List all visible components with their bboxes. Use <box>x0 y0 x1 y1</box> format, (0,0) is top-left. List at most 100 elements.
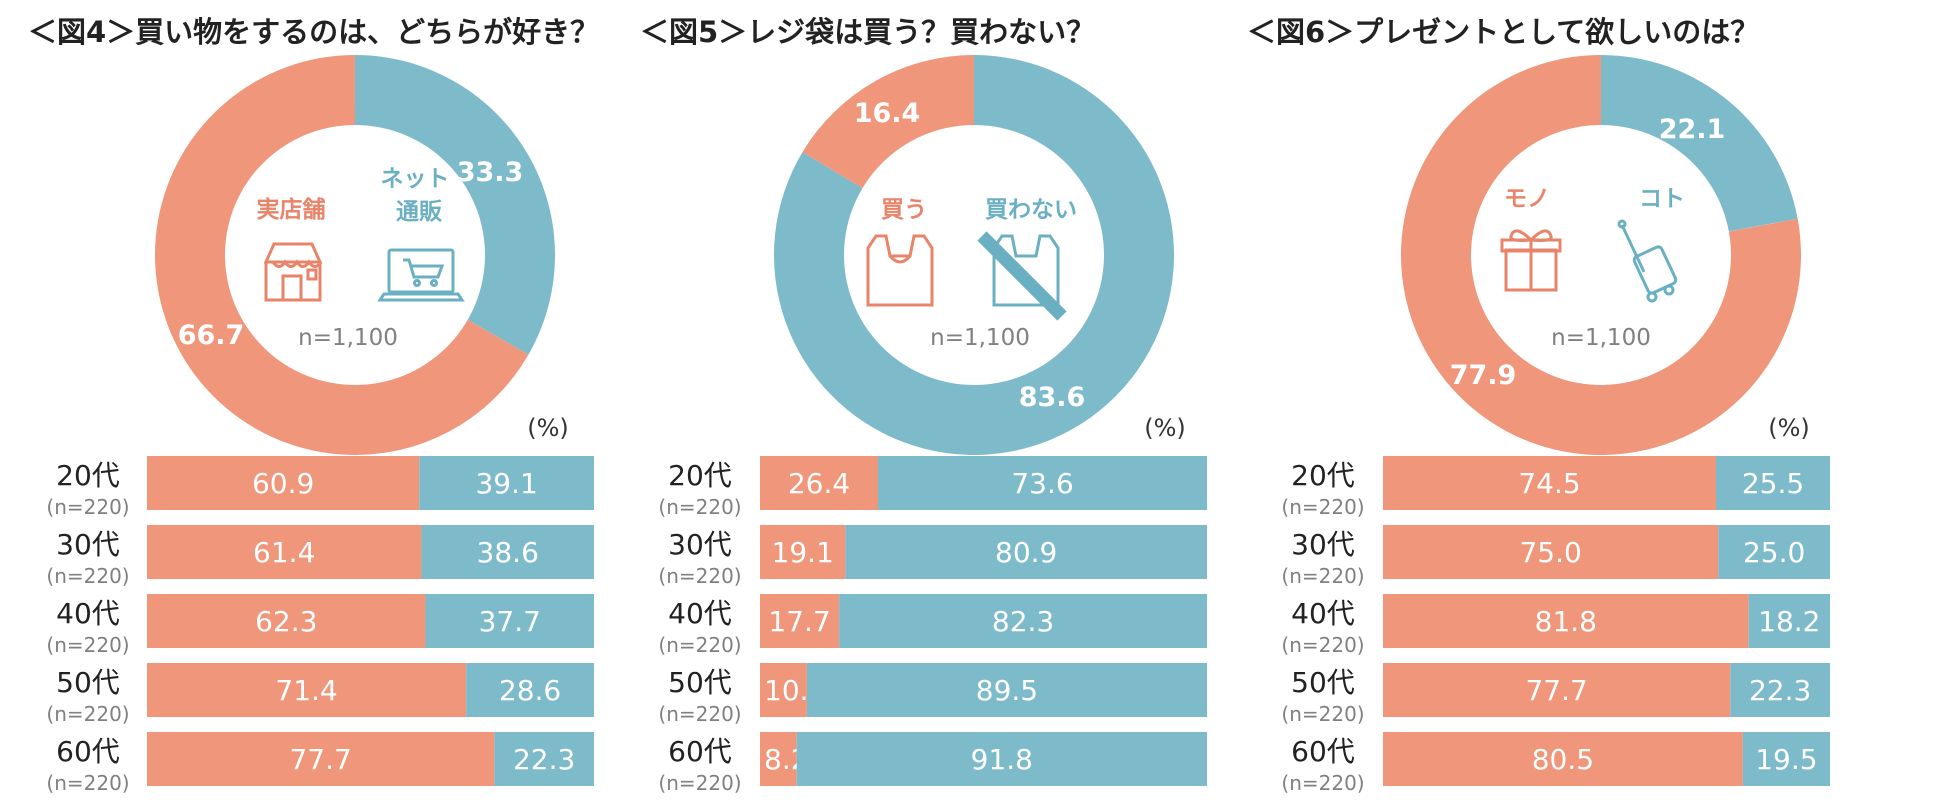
bar-segment <box>147 732 495 786</box>
donut-chart <box>773 55 1174 455</box>
bar-value-label: 71.4 <box>275 674 337 707</box>
bar-segment <box>147 525 422 579</box>
bar-segment <box>1383 663 1731 717</box>
bar-value-label: 19.5 <box>1755 743 1817 776</box>
unit-label: (%) <box>1144 414 1186 442</box>
bar-value-label: 25.0 <box>1743 536 1805 569</box>
slice-label-buy: 買う <box>881 197 927 223</box>
bar-segment <box>878 456 1207 510</box>
category-label: 60代 <box>56 735 120 768</box>
panel-fig6: ＜図6＞プレゼントとして欲しいのは？ モノ コト n=1,100 22.1 77… <box>1247 15 1830 795</box>
category-label: 40代 <box>1291 597 1355 630</box>
slice-label-line-1: ネット <box>380 166 449 192</box>
sample-size: n=1,100 <box>298 325 398 351</box>
slice-label-koto: コト <box>1639 186 1685 212</box>
panel-fig5: ＜図5＞レジ袋は買う？買わない？ 買う 買わない n=1,100 16.4 83… <box>640 15 1207 795</box>
bar-value-label: 60.9 <box>252 467 314 500</box>
bar-segment <box>421 525 594 579</box>
laptop-cart-icon <box>377 248 465 302</box>
slice-label-mono: モノ <box>1504 186 1550 212</box>
donut-chart <box>1401 55 1801 455</box>
slice-value-online: 33.3 <box>457 157 524 188</box>
category-label: 60代 <box>668 735 732 768</box>
donut-slice <box>355 55 555 355</box>
category-label: 50代 <box>56 666 120 699</box>
bar-segment <box>1730 663 1830 717</box>
bar-segment <box>425 594 594 648</box>
category-sample-size: (n=220) <box>658 702 741 726</box>
slice-label-line-2: 通販 <box>396 199 443 225</box>
category-label: 20代 <box>56 459 120 492</box>
category-sample-size: (n=220) <box>658 771 741 795</box>
bar-segment <box>147 663 467 717</box>
bar-segment <box>760 663 807 717</box>
slice-label-online: ネット 通販 <box>380 166 457 225</box>
bar-value-label: 22.3 <box>513 743 575 776</box>
category-label: 60代 <box>1291 735 1355 768</box>
slice-label-store: 実店舗 <box>257 196 326 223</box>
bar-segment <box>147 594 426 648</box>
gift-icon <box>1500 229 1562 292</box>
slice-value-koto: 22.1 <box>1659 114 1726 145</box>
bar-segment <box>845 525 1207 579</box>
donut-slice <box>1601 55 1798 232</box>
bar-value-label: 77.7 <box>289 743 351 776</box>
bar-value-label: 39.1 <box>475 467 537 500</box>
bar-value-label: 80.9 <box>995 536 1057 569</box>
bar-value-label: 77.7 <box>1525 674 1587 707</box>
bar-segment <box>760 594 840 648</box>
category-label: 50代 <box>1291 666 1355 699</box>
bar-value-label: 26.4 <box>788 467 850 500</box>
category-sample-size: (n=220) <box>46 702 129 726</box>
bar-segment <box>796 732 1207 786</box>
donut-slice <box>1401 55 1801 455</box>
category-sample-size: (n=220) <box>1281 564 1364 588</box>
bar-segment <box>494 732 594 786</box>
bar-segment <box>760 732 797 786</box>
chart-title: ＜図5＞レジ袋は買う？買わない？ <box>640 15 1095 49</box>
donut-slice <box>154 55 529 455</box>
sample-size: n=1,100 <box>1551 325 1651 351</box>
category-sample-size: (n=220) <box>1281 495 1364 519</box>
bar-value-label: 80.5 <box>1532 743 1594 776</box>
store-icon <box>263 242 323 302</box>
category-label: 30代 <box>1291 528 1355 561</box>
bar-value-label: 18.2 <box>1758 605 1820 638</box>
category-label: 20代 <box>1291 459 1355 492</box>
bar-value-label: 62.3 <box>255 605 317 638</box>
bar-value-label: 61.4 <box>253 536 315 569</box>
slice-label-not-buy: 買わない <box>985 197 1077 223</box>
no-bag-icon <box>977 231 1067 321</box>
bar-segment <box>466 663 594 717</box>
sample-size: n=1,100 <box>930 325 1030 351</box>
category-sample-size: (n=220) <box>1281 633 1364 657</box>
category-sample-size: (n=220) <box>46 564 129 588</box>
bar-value-label: 73.6 <box>1011 467 1073 500</box>
donut-slice <box>802 55 974 189</box>
category-sample-size: (n=220) <box>46 633 129 657</box>
category-label: 40代 <box>56 597 120 630</box>
bar-value-label: 38.6 <box>477 536 539 569</box>
bar-segment <box>760 525 846 579</box>
stacked-bar-chart: 20代 (n=220) 26.4 73.6 30代 (n=220) 19.1 80.9 40代 (… <box>658 456 1207 795</box>
donut-slice <box>773 55 1174 455</box>
bar-value-label: 17.7 <box>768 605 830 638</box>
suitcase-icon <box>1617 219 1678 303</box>
chart-title: ＜図6＞プレゼントとして欲しいのは？ <box>1247 15 1759 49</box>
category-label: 20代 <box>668 459 732 492</box>
category-sample-size: (n=220) <box>46 495 129 519</box>
category-label: 40代 <box>668 597 732 630</box>
unit-label: (%) <box>527 414 569 442</box>
chart-title: ＜図4＞買い物をするのは、どちらが好き？ <box>28 15 599 49</box>
bar-value-label: 82.3 <box>992 605 1054 638</box>
bar-segment <box>1718 525 1830 579</box>
bar-segment <box>1383 525 1719 579</box>
category-sample-size: (n=220) <box>658 633 741 657</box>
bar-value-label: 22.3 <box>1749 674 1811 707</box>
bar-segment <box>806 663 1207 717</box>
bar-value-label: 19.1 <box>772 536 834 569</box>
category-label: 30代 <box>668 528 732 561</box>
bar-segment <box>1383 594 1749 648</box>
bar-segment <box>760 456 879 510</box>
